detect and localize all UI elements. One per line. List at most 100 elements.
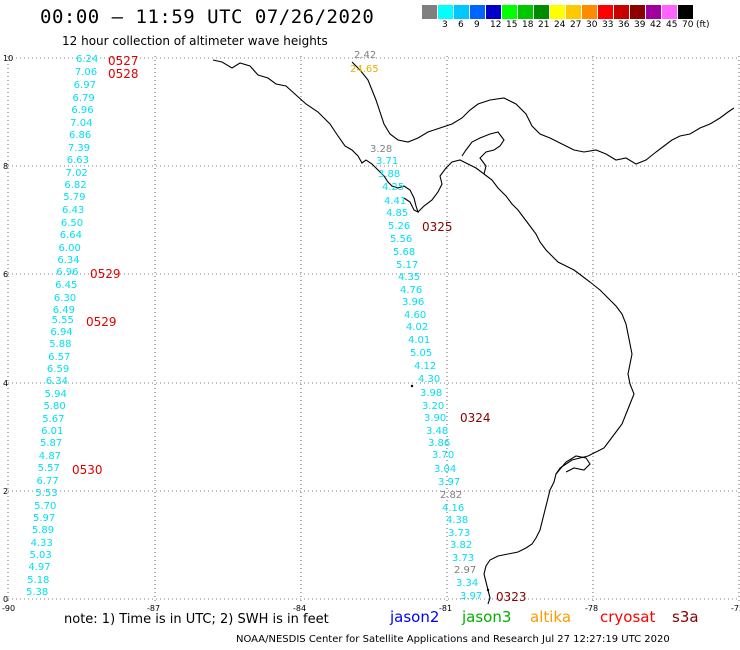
legend-swatch	[646, 5, 662, 19]
track-value: 6.43	[62, 205, 84, 216]
track-value: 6.34	[46, 376, 68, 387]
x-tick-label: -78	[585, 604, 598, 613]
y-axis-ticks: 10 8 6 4 2 0	[3, 54, 13, 604]
legend-label: 12	[490, 20, 502, 30]
x-tick-label: -84	[293, 604, 306, 613]
track-points	[410, 384, 490, 592]
track-value: 3.73	[448, 528, 470, 539]
track-value: 5.89	[32, 525, 54, 536]
track-value: 3.96	[402, 297, 424, 308]
track-value: 4.97	[28, 562, 50, 573]
legend-label: 3	[442, 20, 448, 30]
track-value: 2.42	[354, 50, 376, 61]
track-value: 4.30	[418, 374, 440, 385]
legend-label: 9	[474, 20, 480, 30]
pass-time-label: 0324	[460, 411, 491, 425]
track-value: 3.20	[422, 401, 444, 412]
track-value: 4.02	[406, 322, 428, 333]
track-value: 6.59	[47, 364, 69, 375]
coastline-panama-colombia	[417, 131, 505, 213]
track-value: 4.35	[398, 272, 420, 283]
legend-label: 33	[602, 20, 614, 30]
track-value: 6.01	[41, 426, 63, 437]
legend-label: 39	[634, 20, 646, 30]
map-subtitle: 12 hour collection of altimeter wave hei…	[62, 34, 328, 48]
x-tick-label: -81	[439, 604, 452, 613]
track-point	[486, 588, 490, 592]
credit-line: NOAA/NESDIS Center for Satellite Applica…	[236, 634, 670, 645]
track-value: 4.25	[382, 182, 404, 193]
track-value: 6.57	[48, 352, 70, 363]
map-title: 00:00 – 11:59 UTC 07/26/2020	[40, 6, 375, 28]
track-value: 6.86	[69, 130, 91, 141]
y-tick-label: 10	[3, 54, 13, 63]
track-value: 4.12	[414, 361, 436, 372]
legend-swatch	[534, 5, 550, 19]
track-value: 5.67	[42, 414, 64, 425]
legend-swatch	[662, 5, 678, 19]
track-value: 6.82	[64, 180, 86, 191]
pass-time-label: 0527	[108, 54, 139, 68]
track-value: 4.16	[442, 503, 464, 514]
satellite-label: cryosat	[600, 608, 656, 626]
track-value: 6.77	[36, 476, 58, 487]
legend-swatch	[566, 5, 582, 19]
pass-time-label: 0323	[496, 590, 527, 604]
track-value: 3.97	[438, 477, 460, 488]
footer-note: note: 1) Time is in UTC; 2) SWH is in fe…	[64, 612, 329, 627]
color-legend-labels: 3 6 9 12 15 18 21 24 27 30 33 36 39 42 45 70 (ft)	[422, 20, 732, 34]
track-value: 6.00	[59, 243, 81, 254]
track-value: 6.34	[57, 255, 79, 266]
coastline-central-america-pacific	[212, 59, 419, 214]
y-tick-label: 8	[3, 162, 8, 171]
track-value: 3.98	[420, 388, 442, 399]
track-value: 3.86	[428, 438, 450, 449]
track-value: 3.71	[376, 156, 398, 167]
satellite-label: altika	[530, 608, 572, 626]
coastline-pacific-south-america	[483, 173, 635, 605]
legend-swatch	[550, 5, 566, 19]
track-value: 5.03	[29, 550, 51, 561]
legend-swatch	[502, 5, 518, 19]
legend-label: 21	[538, 20, 550, 30]
track-value: 3.34	[456, 578, 478, 589]
legend-label: 36	[618, 20, 630, 30]
coastline	[212, 59, 735, 605]
track-value: 6.24	[76, 54, 98, 65]
legend-swatch	[614, 5, 630, 19]
x-axis-ticks: -90 -87 -84 -81 -78 -75	[2, 604, 740, 613]
map-grid	[7, 56, 740, 601]
track-value: 4.33	[31, 538, 53, 549]
track-value: 6.63	[67, 155, 89, 166]
track-value: 3.73	[452, 553, 474, 564]
y-tick-label: 0	[3, 595, 8, 604]
legend-label: 15	[506, 20, 518, 30]
x-tick-label: -87	[147, 604, 160, 613]
track-value: 3.04	[434, 464, 456, 475]
x-tick-label: -90	[2, 604, 15, 613]
track-value: 6.45	[55, 280, 77, 291]
legend-swatch	[518, 5, 534, 19]
track-value: 2.97	[454, 565, 476, 576]
track-value: 4.76	[400, 285, 422, 296]
legend-label: 24	[554, 20, 566, 30]
track-value: 5.87	[40, 438, 62, 449]
track-value: 4.87	[39, 451, 61, 462]
track-value: 6.97	[74, 80, 96, 91]
track-value: 3.48	[426, 426, 448, 437]
right-track-values: 2.42 24.65 3.283.71 3.88 4.25 4.414.85 5.26 5.5…	[350, 50, 482, 602]
track-value: 3.97	[460, 591, 482, 602]
track-value: 3.88	[378, 169, 400, 180]
track-value: 5.17	[396, 260, 418, 271]
legend-label: 27	[570, 20, 582, 30]
legend-label: 70	[682, 20, 694, 30]
track-value: 5.70	[34, 501, 56, 512]
track-value: 7.02	[66, 168, 88, 179]
track-value: 5.94	[45, 389, 67, 400]
track-value: 6.96	[56, 267, 78, 278]
legend-swatch	[678, 5, 694, 19]
legend-unit: (ft)	[696, 20, 710, 30]
legend-label: 6	[458, 20, 464, 30]
legend-swatch	[486, 5, 502, 19]
